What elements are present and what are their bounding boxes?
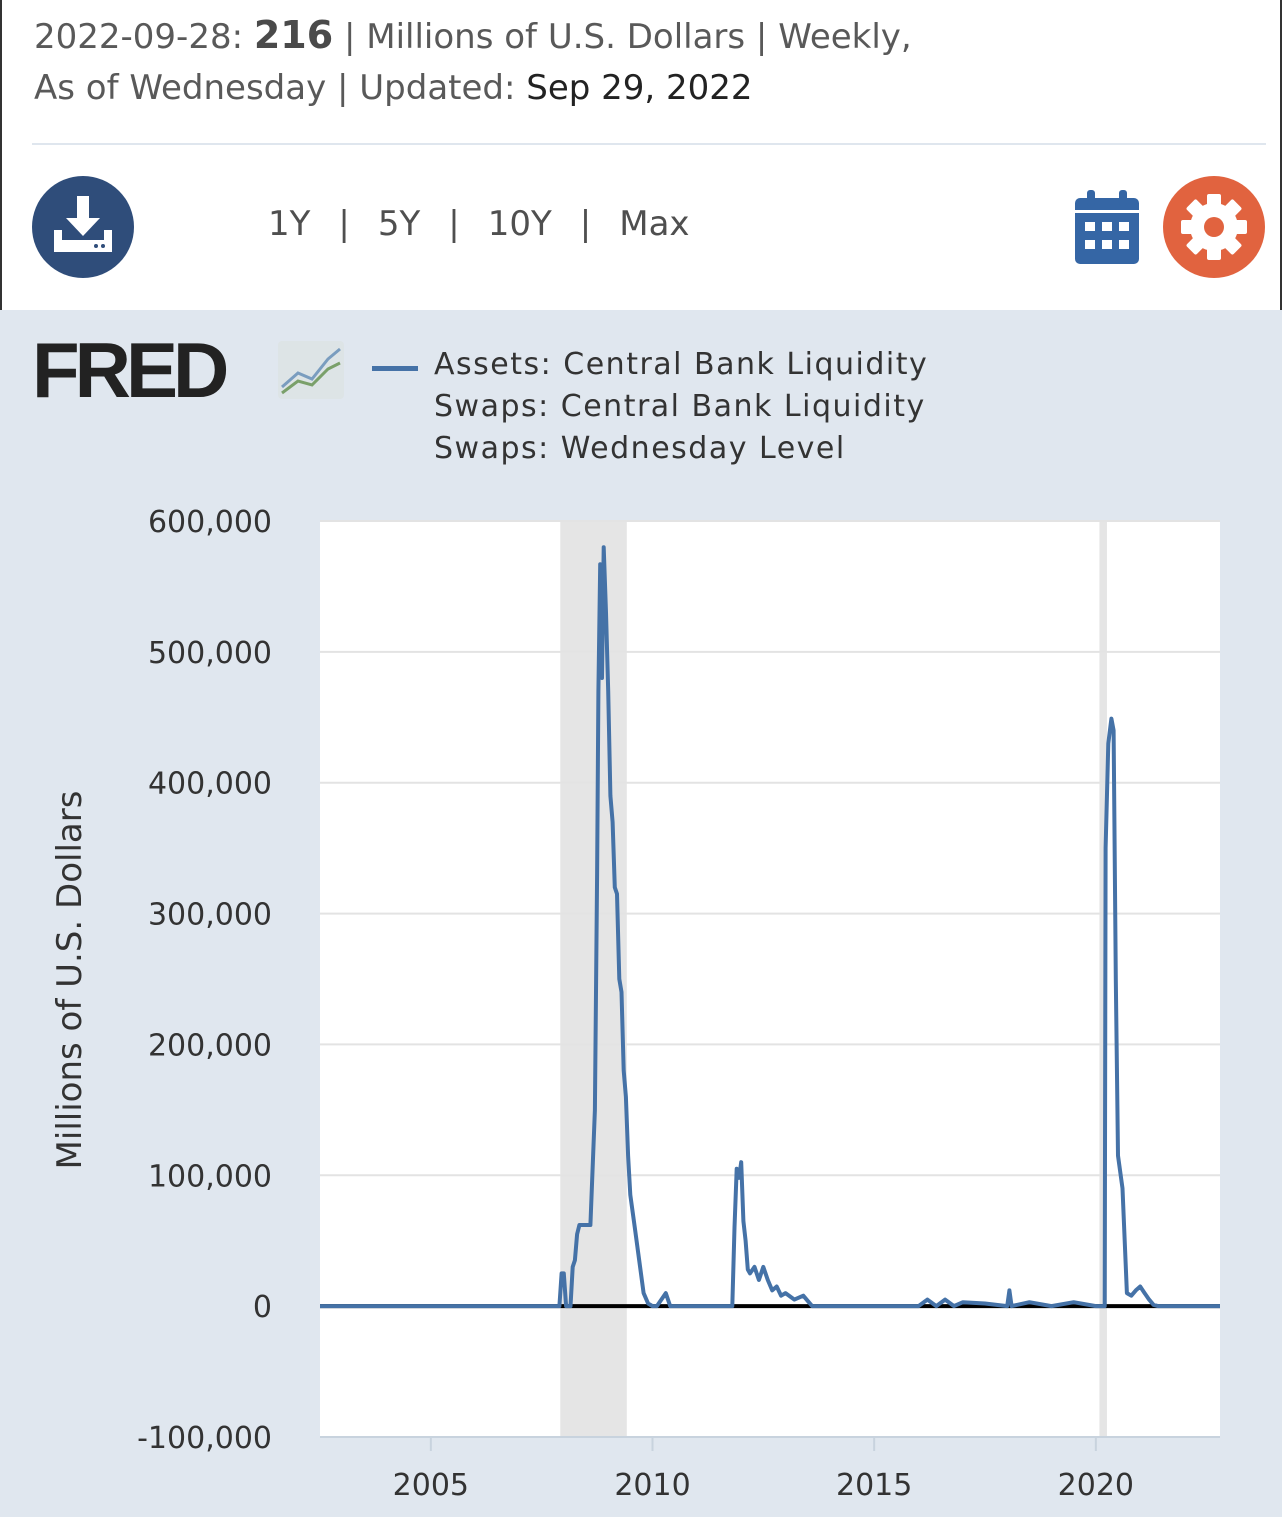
range-1y[interactable]: 1Y [268, 204, 311, 244]
gear-icon [1181, 194, 1247, 260]
fred-logo-text: FRED [32, 335, 227, 405]
fred-logo: FRED [32, 326, 352, 414]
download-button[interactable] [32, 176, 134, 278]
series-header: 2022-09-28: 216 | Millions of U.S. Dolla… [34, 10, 1234, 114]
y-tick-label: 600,000 [148, 505, 272, 540]
range-max[interactable]: Max [619, 204, 690, 244]
observation-value: 216 [253, 13, 334, 57]
legend-line-1: Assets: Central Bank Liquidity [434, 347, 929, 382]
frame-right-border [1280, 0, 1282, 310]
x-tick-label: 2005 [393, 1468, 469, 1503]
range-separator: | [579, 204, 592, 244]
frame-left-border [0, 0, 2, 310]
date-range-selector: 1Y | 5Y | 10Y | Max [268, 200, 690, 248]
header-line-2: As of Wednesday | Updated: Sep 29, 2022 [34, 63, 1234, 114]
x-tick-label: 2015 [836, 1468, 912, 1503]
calendar-button[interactable] [1073, 188, 1141, 266]
legend-swatch [372, 366, 418, 371]
settings-button[interactable] [1163, 176, 1265, 278]
download-icon [54, 196, 112, 252]
y-tick-label: -100,000 [137, 1421, 272, 1456]
legend-line-3: Swaps: Wednesday Level [434, 431, 846, 466]
legend: Assets: Central Bank Liquidity Swaps: Ce… [434, 344, 1234, 470]
y-tick-label: 400,000 [148, 767, 272, 802]
x-tick-label: 2010 [614, 1468, 690, 1503]
legend-line-2: Swaps: Central Bank Liquidity [434, 389, 926, 424]
units-text: | Millions of U.S. Dollars | Weekly, [344, 17, 912, 57]
y-tick-label: 0 [253, 1290, 272, 1325]
plot-area [320, 521, 1220, 1437]
series-line [320, 545, 1220, 1309]
range-separator: | [338, 204, 350, 244]
header-divider [32, 143, 1266, 145]
recession-shading [1099, 521, 1107, 1437]
calendar-icon [1075, 190, 1139, 264]
y-tick-label: 500,000 [148, 636, 272, 671]
range-separator: | [448, 204, 460, 244]
x-tick-label: 2020 [1058, 1468, 1134, 1503]
range-5y[interactable]: 5Y [377, 204, 421, 244]
y-tick-label: 100,000 [148, 1159, 272, 1194]
observation-date: 2022-09-28: [34, 17, 244, 57]
range-10y[interactable]: 10Y [487, 204, 552, 244]
y-tick-label: 200,000 [148, 1028, 272, 1063]
updated-date: Sep 29, 2022 [526, 68, 753, 108]
header-line-1: 2022-09-28: 216 | Millions of U.S. Dolla… [34, 10, 1234, 63]
frequency-text: As of Wednesday | Updated: [34, 68, 516, 108]
y-tick-label: 300,000 [148, 898, 272, 933]
